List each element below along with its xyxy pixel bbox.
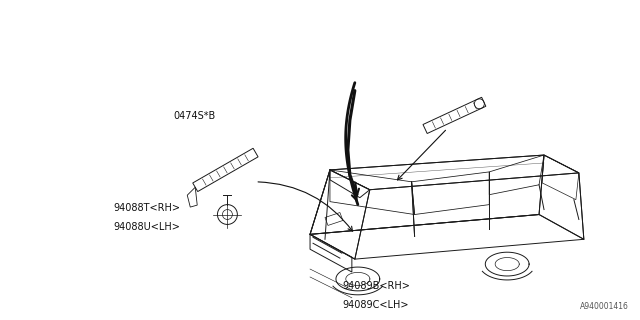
Text: 94088U<LH>: 94088U<LH> bbox=[113, 222, 180, 232]
Text: 0474S*B: 0474S*B bbox=[173, 111, 216, 121]
Text: A940001416: A940001416 bbox=[580, 302, 628, 311]
Text: 94089B<RH>: 94089B<RH> bbox=[342, 281, 410, 291]
Text: 94089C<LH>: 94089C<LH> bbox=[342, 300, 409, 309]
Text: 94088T<RH>: 94088T<RH> bbox=[113, 203, 180, 213]
